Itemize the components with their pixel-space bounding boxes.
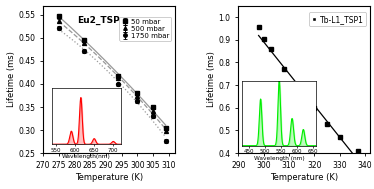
Y-axis label: Lifetime (ms): Lifetime (ms) bbox=[7, 51, 16, 107]
X-axis label: Temperature (K): Temperature (K) bbox=[270, 173, 338, 181]
Legend: Tb-L1_TSP1: Tb-L1_TSP1 bbox=[309, 12, 367, 26]
Text: Eu2_TSP: Eu2_TSP bbox=[77, 16, 120, 25]
Legend: 50 mbar, 500 mbar, 1750 mbar: 50 mbar, 500 mbar, 1750 mbar bbox=[119, 16, 172, 41]
X-axis label: Temperature (K): Temperature (K) bbox=[75, 173, 143, 181]
Y-axis label: Lifetime (ms): Lifetime (ms) bbox=[207, 51, 216, 107]
